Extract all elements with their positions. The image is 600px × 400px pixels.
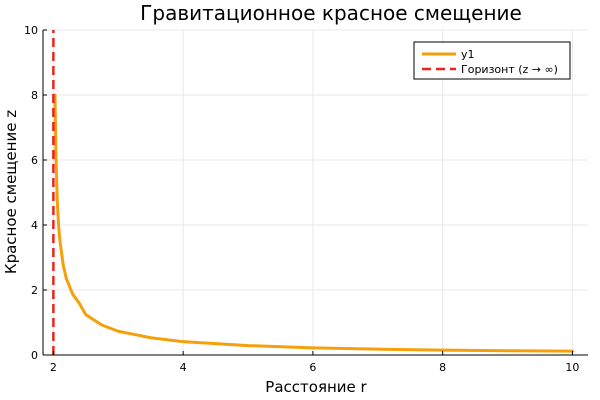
chart-title: Гравитационное красное смещение (140, 1, 522, 25)
y-tick-label: 2 (31, 284, 38, 297)
y-tick-label: 0 (31, 349, 38, 362)
series-layer (52, 30, 574, 355)
x-axis-label: Расстояние r (265, 378, 367, 396)
x-tick-label: 2 (50, 361, 57, 374)
legend-box (413, 41, 571, 80)
legend: y1 Горизонт (z → ∞) (413, 41, 571, 80)
x-tick-label: 6 (309, 361, 316, 374)
x-tick-label: 10 (565, 361, 579, 374)
y-tick-label: 6 (31, 154, 38, 167)
legend-label-y1: y1 (461, 48, 475, 61)
y-axis-label: Красное смещение z (2, 110, 20, 274)
y-tick-label: 4 (31, 219, 38, 232)
legend-label-horizon: Горизонт (z → ∞) (461, 63, 558, 76)
y-tick-label: 8 (31, 89, 38, 102)
x-tick-label: 8 (439, 361, 446, 374)
series-line-y1 (53, 93, 574, 353)
x-tick-label: 4 (180, 361, 187, 374)
y-tick-label: 10 (24, 24, 38, 37)
